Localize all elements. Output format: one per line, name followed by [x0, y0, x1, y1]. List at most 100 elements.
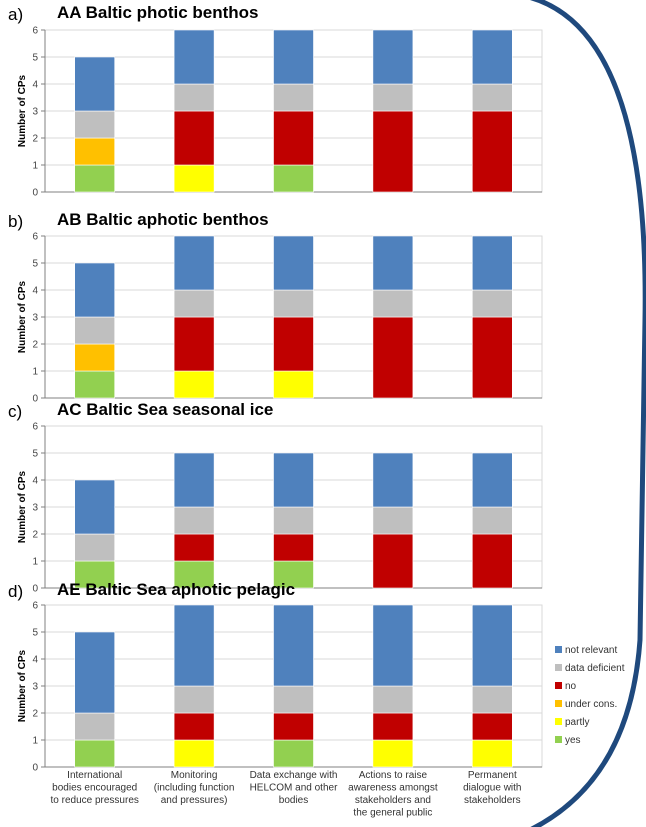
y-tick-label: 1	[32, 161, 38, 172]
y-tick-label: 5	[32, 449, 38, 460]
bar-segment-no	[173, 316, 215, 372]
bar-segment-no	[471, 712, 513, 741]
bar-segment-data-deficient	[173, 289, 215, 318]
bar-segment-not-relevant	[273, 235, 314, 291]
bar-segment-no	[273, 712, 314, 741]
y-tick-label: 1	[32, 557, 38, 568]
bar-segment-no	[173, 712, 215, 741]
chart-panel-2: b) AB Baltic aphotic benthos 0 1 2 3 4 5 6 Number…	[8, 210, 543, 405]
y-tick-label: 2	[32, 134, 38, 145]
bar-segment-yes	[273, 164, 314, 193]
y-tick-label: 5	[32, 259, 38, 270]
bar-segment-not-relevant	[173, 604, 215, 687]
x-category-label: International bodies encouraged to reduce …	[51, 770, 139, 806]
bar-segment-data-deficient	[372, 289, 414, 318]
legend-swatch-yes	[555, 736, 562, 743]
bar-segment-not-relevant	[372, 604, 414, 687]
bar-segment-no	[372, 316, 414, 399]
bar-segment-data-deficient	[74, 533, 115, 562]
legend-label: partly	[565, 717, 589, 728]
bar-segment-partly	[173, 164, 215, 193]
bar-segment-yes	[74, 370, 115, 399]
chart-title: AE Baltic Sea aphotic pelagic	[57, 580, 295, 599]
bar-segment-not-relevant	[372, 452, 414, 508]
bar-segment-yes	[74, 739, 115, 768]
bar-segment-not-relevant	[173, 29, 215, 85]
y-tick-label: 4	[32, 286, 38, 297]
y-tick-label: 6	[32, 601, 38, 612]
x-category-label: Permanent dialogue with stakeholders	[463, 770, 521, 806]
y-tick-label: 1	[32, 736, 38, 747]
bar-segment-not-relevant	[471, 604, 513, 687]
y-tick-label: 6	[32, 422, 38, 433]
bar-segment-data-deficient	[372, 83, 414, 112]
bar-segment-data-deficient	[273, 83, 314, 112]
chart-title: AB Baltic aphotic benthos	[57, 210, 269, 229]
y-axis-label: Number of CPs	[17, 74, 28, 147]
y-tick-label: 2	[32, 709, 38, 720]
bar-segment-under-cons	[74, 137, 115, 166]
y-tick-label: 0	[32, 584, 38, 595]
bar-segment-data-deficient	[173, 685, 215, 714]
bar-segment-no	[471, 110, 513, 193]
bar-segment-data-deficient	[471, 685, 513, 714]
y-tick-label: 5	[32, 53, 38, 64]
bar-segment-yes	[74, 560, 115, 589]
legend-label: yes	[565, 735, 581, 746]
bar-segment-not-relevant	[74, 479, 115, 535]
chart-title: AA Baltic photic benthos	[57, 3, 259, 22]
legend-swatch-partly	[555, 718, 562, 725]
bar-segment-yes	[173, 560, 215, 589]
panel-letter: a)	[8, 5, 23, 24]
bar-segment-data-deficient	[273, 289, 314, 318]
bar-segment-data-deficient	[273, 506, 314, 535]
legend-label: data deficient	[565, 663, 625, 674]
bar-segment-data-deficient	[173, 506, 215, 535]
bar-segment-not-relevant	[471, 235, 513, 291]
y-tick-label: 4	[32, 80, 38, 91]
y-tick-label: 4	[32, 655, 38, 666]
bar-segment-not-relevant	[273, 452, 314, 508]
y-tick-label: 1	[32, 367, 38, 378]
bar-segment-partly	[173, 370, 215, 399]
bar-segment-partly	[273, 370, 314, 399]
y-tick-label: 2	[32, 530, 38, 541]
bar-segment-no	[471, 533, 513, 589]
bar-segment-not-relevant	[273, 29, 314, 85]
bar-segment-no	[273, 110, 314, 166]
legend-label: no	[565, 681, 577, 692]
panel-letter: c)	[8, 402, 22, 421]
legend-swatch-not-relevant	[555, 646, 562, 653]
y-axis-label: Number of CPs	[17, 470, 28, 543]
bar-segment-yes	[74, 164, 115, 193]
y-tick-label: 5	[32, 628, 38, 639]
bar-segment-partly	[471, 739, 513, 768]
legend-swatch-under-cons	[555, 700, 562, 707]
legend-swatch-no	[555, 682, 562, 689]
bar-segment-data-deficient	[273, 685, 314, 714]
bar-segment-not-relevant	[372, 235, 414, 291]
bar-segment-no	[173, 533, 215, 562]
bar-segment-no	[273, 316, 314, 372]
bar-segment-data-deficient	[471, 83, 513, 112]
bar-segment-not-relevant	[173, 452, 215, 508]
y-tick-label: 4	[32, 476, 38, 487]
x-category-label: Monitoring (including function and pressur…	[154, 770, 235, 806]
bar-segment-not-relevant	[372, 29, 414, 85]
bar-segment-data-deficient	[74, 110, 115, 139]
bar-segment-data-deficient	[173, 83, 215, 112]
bar-segment-not-relevant	[74, 262, 115, 318]
bar-segment-data-deficient	[74, 316, 115, 345]
x-category-label: Actions to raise awareness amongst stakeho…	[348, 770, 438, 819]
bar-segment-no	[372, 533, 414, 589]
y-tick-label: 6	[32, 26, 38, 37]
decorative-border-arc	[529, 0, 646, 827]
bar-segment-no	[372, 712, 414, 741]
y-tick-label: 3	[32, 107, 38, 118]
y-tick-label: 3	[32, 682, 38, 693]
legend-label: not relevant	[565, 645, 617, 656]
chart-legend: not relevant data deficient no under cons. p…	[555, 645, 625, 746]
bar-segment-data-deficient	[471, 506, 513, 535]
bar-segment-not-relevant	[273, 604, 314, 687]
